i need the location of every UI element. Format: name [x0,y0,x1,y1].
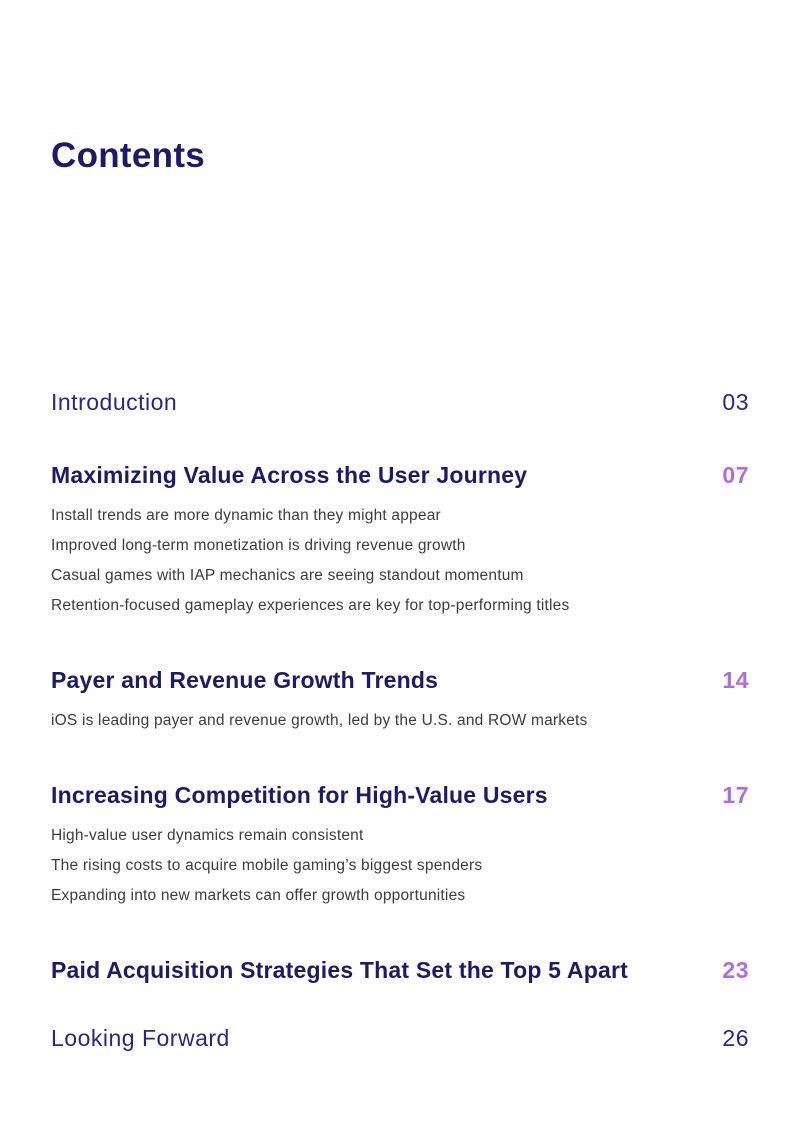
toc-entry-title: Maximizing Value Across the User Journey [51,462,528,488]
toc-entry-title: Payer and Revenue Growth Trends [51,667,439,693]
page-title: Contents [51,136,206,175]
toc-subitem: Casual games with IAP mechanics are seei… [51,567,524,584]
toc-entry-payer-revenue-trends[interactable]: Payer and Revenue Growth Trends 14 [51,667,749,694]
toc-subitem: High-value user dynamics remain consiste… [51,827,364,844]
toc-entry-page-number: 14 [722,667,749,693]
toc-subitems-payer-revenue-trends: iOS is leading payer and revenue growth,… [51,706,749,736]
toc-entry-title: Paid Acquisition Strategies That Set the… [51,957,628,983]
toc-entry-paid-acquisition[interactable]: Paid Acquisition Strategies That Set the… [51,957,749,984]
toc-subitem: The rising costs to acquire mobile gamin… [51,857,483,874]
table-of-contents: Introduction 03 Maximizing Value Across … [51,389,749,1052]
toc-entry-introduction[interactable]: Introduction 03 [51,389,749,416]
toc-subitem: Improved long-term monetization is drivi… [51,537,466,554]
toc-subitems-high-value-users: High-value user dynamics remain consiste… [51,821,749,911]
toc-subitem: Install trends are more dynamic than the… [51,507,441,524]
toc-entry-high-value-users[interactable]: Increasing Competition for High-Value Us… [51,782,749,809]
toc-subitems-maximizing-value: Install trends are more dynamic than the… [51,501,749,621]
toc-subitem: Retention-focused gameplay experiences a… [51,597,570,614]
toc-subitem: Expanding into new markets can offer gro… [51,887,466,904]
toc-entry-page-number: 07 [722,462,749,488]
toc-entry-page-number: 26 [722,1025,749,1051]
toc-entry-title: Looking Forward [51,1025,230,1051]
toc-entry-page-number: 03 [722,389,749,415]
toc-subitem: iOS is leading payer and revenue growth,… [51,712,588,729]
toc-entry-title: Increasing Competition for High-Value Us… [51,782,548,808]
toc-entry-looking-forward[interactable]: Looking Forward 26 [51,1025,749,1052]
toc-entry-page-number: 17 [722,782,749,808]
toc-entry-title: Introduction [51,389,178,415]
toc-entry-page-number: 23 [722,957,749,983]
toc-entry-maximizing-value[interactable]: Maximizing Value Across the User Journey… [51,462,749,489]
